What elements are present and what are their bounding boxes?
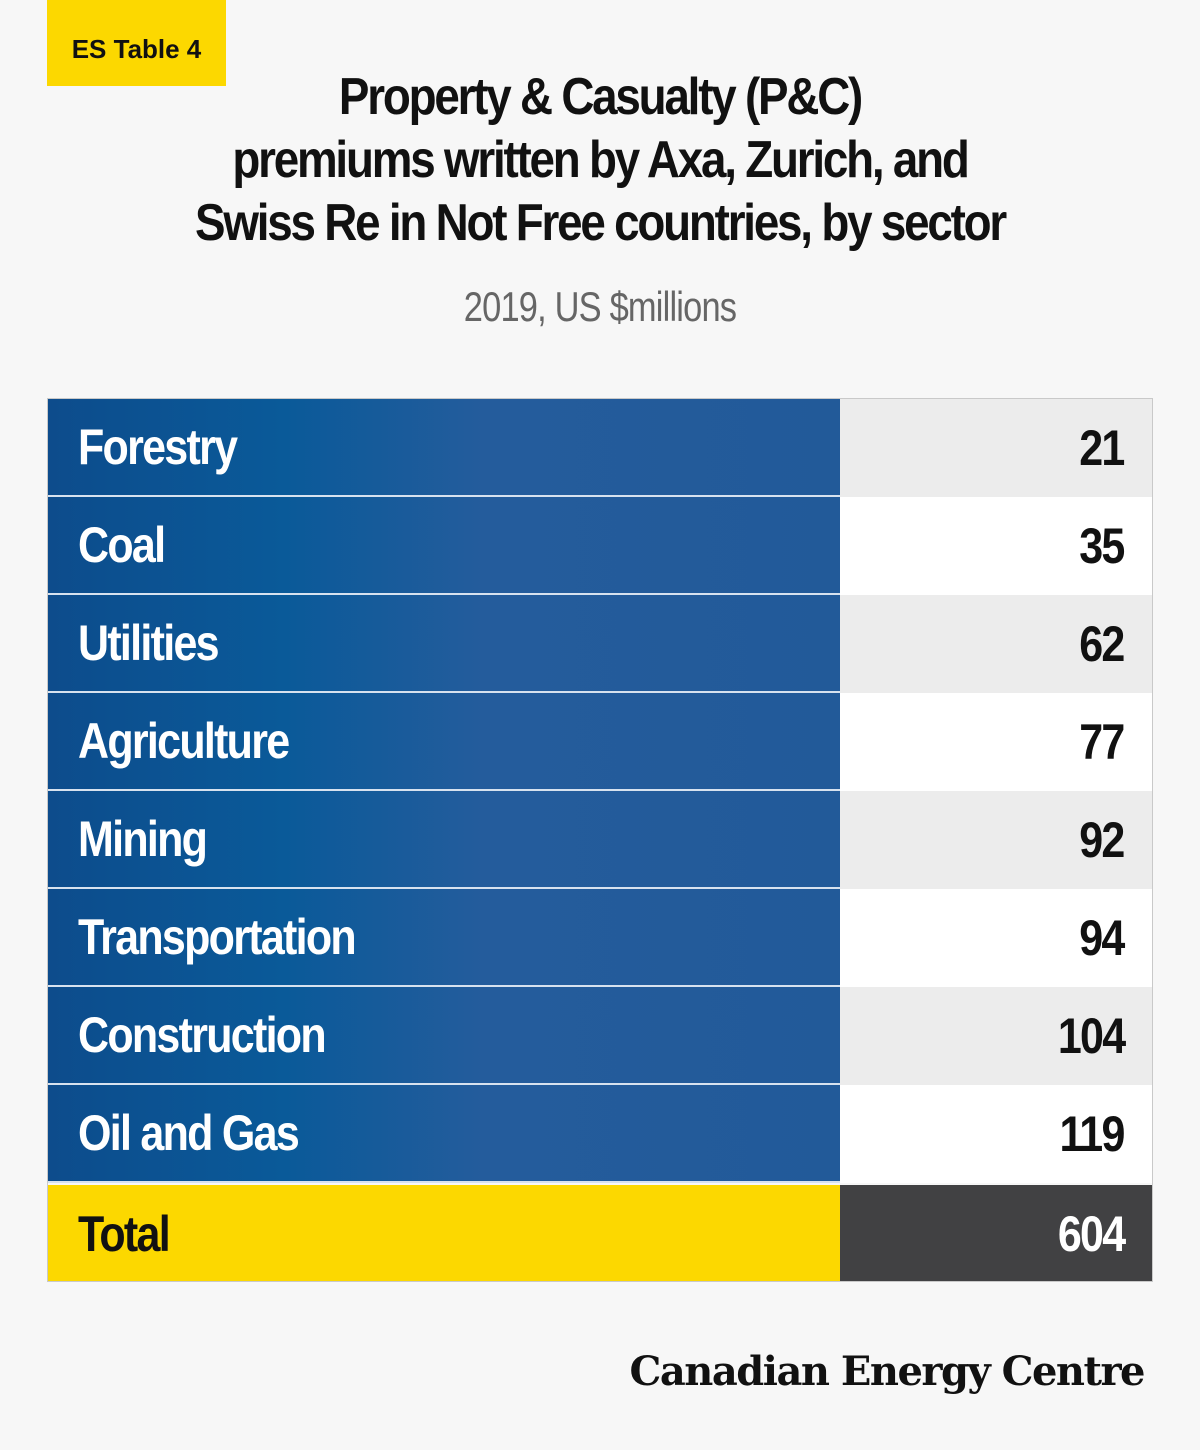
sector-value: 92 (1079, 812, 1126, 868)
brand-logo: Canadian Energy Centre (629, 1348, 1146, 1395)
table-number-badge: ES Table 4 (47, 0, 226, 86)
total-value-cell: 604 (840, 1185, 1152, 1281)
sector-label-cell: Oil and Gas (48, 1085, 840, 1183)
sector-label: Oil and Gas (78, 1105, 300, 1161)
sector-label: Forestry (78, 419, 238, 475)
sector-value-cell: 77 (840, 693, 1152, 791)
sector-label: Construction (78, 1007, 327, 1063)
sector-value: 62 (1079, 616, 1126, 672)
table-row: Coal 35 (48, 497, 1152, 595)
sector-value: 21 (1079, 420, 1126, 476)
table-row: Construction 104 (48, 987, 1152, 1085)
sector-label-cell: Forestry (48, 399, 840, 497)
table-row: Forestry 21 (48, 399, 1152, 497)
sector-value: 77 (1079, 714, 1126, 770)
sector-label: Agriculture (78, 713, 290, 769)
sector-label-cell: Agriculture (48, 693, 840, 791)
total-value: 604 (1057, 1206, 1125, 1262)
sector-label-cell: Coal (48, 497, 840, 595)
sector-value: 119 (1059, 1106, 1126, 1162)
sector-label: Utilities (78, 615, 220, 671)
sector-value-cell: 119 (840, 1085, 1152, 1183)
total-label: Total (78, 1206, 171, 1262)
sector-label-cell: Mining (48, 791, 840, 889)
title-line-1: Property & Casualty (P&C) (338, 68, 863, 126)
total-row: Total 604 (48, 1185, 1152, 1281)
table-number-label: ES Table 4 (71, 33, 202, 64)
table-row: Utilities 62 (48, 595, 1152, 693)
title-line-3: Swiss Re in Not Free countries, by secto… (194, 194, 1007, 252)
sector-value-cell: 94 (840, 889, 1152, 987)
sector-value: 35 (1079, 518, 1126, 574)
table-row: Oil and Gas 119 (48, 1085, 1152, 1183)
sector-value-cell: 21 (840, 399, 1152, 497)
sector-label: Mining (78, 811, 208, 867)
premiums-table: Forestry 21 Coal 35 Utilities 62 Agriculture 77… (47, 398, 1153, 1282)
table-row: Transportation 94 (48, 889, 1152, 987)
chart-title: Property & Casualty (P&C) premiums writt… (160, 66, 1040, 255)
table-row: Agriculture 77 (48, 693, 1152, 791)
sector-value: 104 (1057, 1008, 1125, 1064)
sector-label: Coal (78, 517, 166, 573)
title-line-2: premiums written by Axa, Zurich, and (232, 131, 970, 189)
sector-label-cell: Utilities (48, 595, 840, 693)
total-label-cell: Total (48, 1185, 840, 1281)
sector-label-cell: Construction (48, 987, 840, 1085)
sector-value: 94 (1079, 910, 1126, 966)
sector-label: Transportation (78, 909, 357, 965)
sector-label-cell: Transportation (48, 889, 840, 987)
sector-value-cell: 62 (840, 595, 1152, 693)
sector-value-cell: 35 (840, 497, 1152, 595)
table-row: Mining 92 (48, 791, 1152, 889)
sector-value-cell: 92 (840, 791, 1152, 889)
chart-subtitle: 2019, US $millions (463, 283, 737, 330)
sector-value-cell: 104 (840, 987, 1152, 1085)
